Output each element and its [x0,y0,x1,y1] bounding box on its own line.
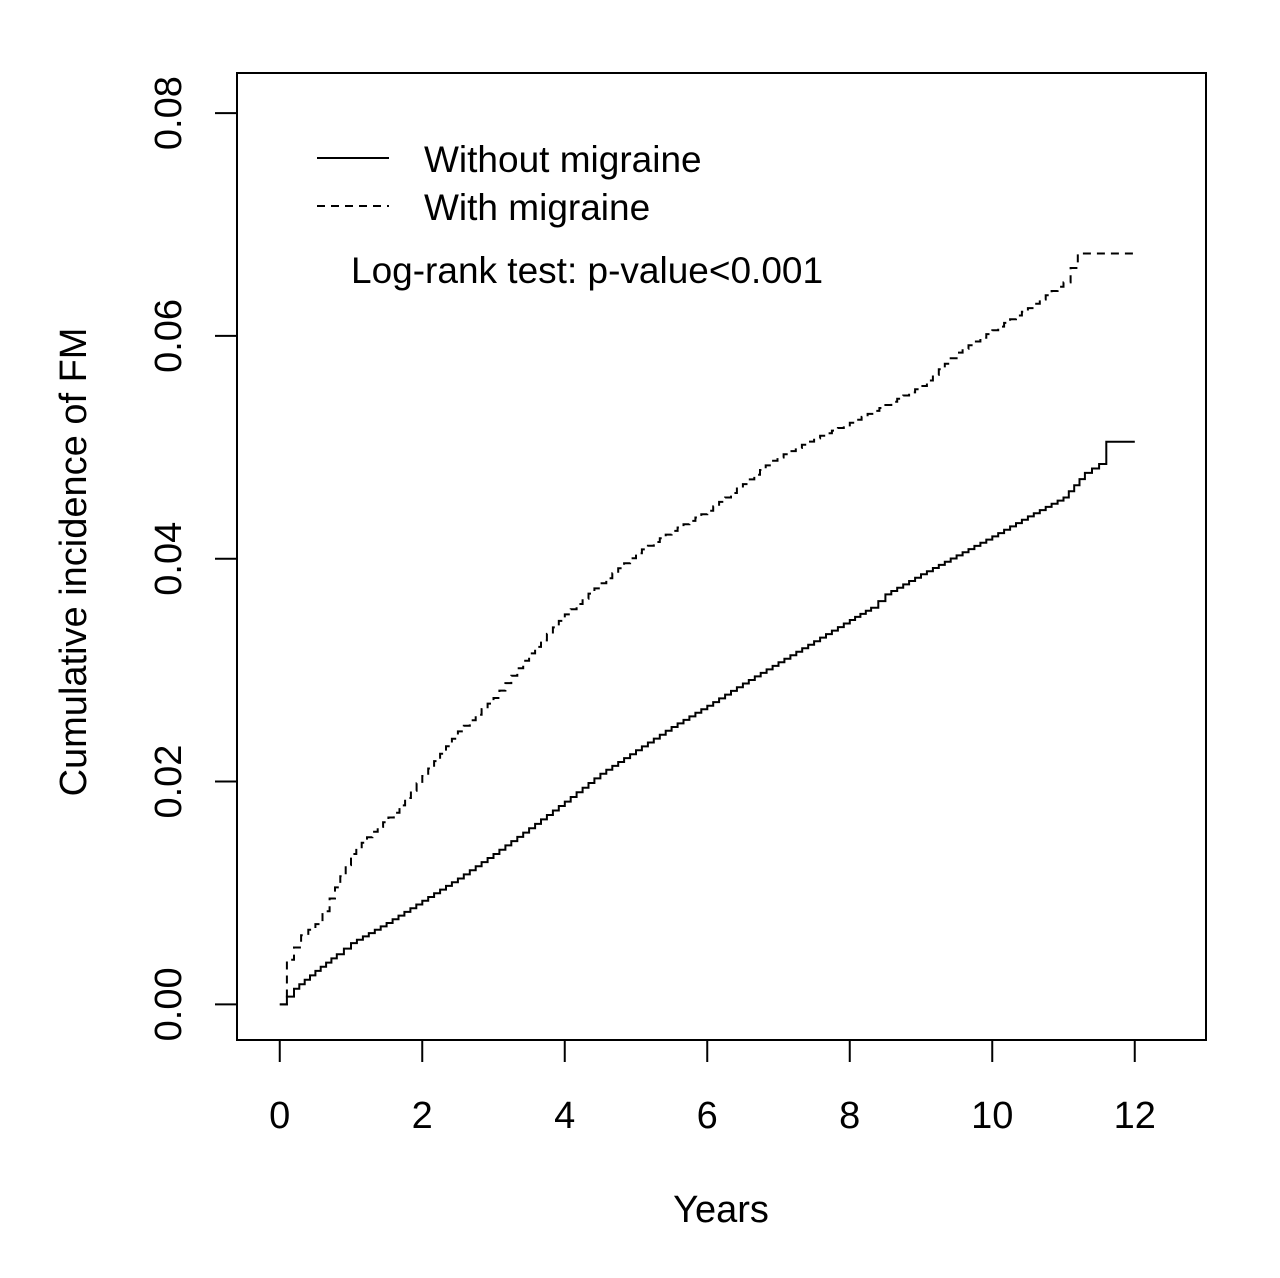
y-tick-label: 0.02 [148,745,190,819]
log-rank-annotation: Log-rank test: p-value<0.001 [351,250,823,291]
x-tick-label: 12 [1114,1095,1156,1137]
x-axis-title: Years [673,1189,769,1231]
series-line-without-migraine [279,440,1135,1006]
x-tick-label: 4 [554,1095,575,1137]
y-tick-label: 0.04 [148,522,190,596]
y-axis: 0.00 0.02 0.04 0.06 0.08 [148,76,238,1041]
x-axis: 0 2 4 6 8 10 12 [269,1039,1156,1137]
x-tick-label: 0 [269,1095,290,1137]
plot-frame [236,72,1207,1041]
series-line-with-migraine [279,252,1135,1006]
y-tick-label: 0.08 [148,76,190,150]
x-tick-label: 6 [697,1095,718,1137]
x-tick-label: 2 [412,1095,433,1137]
x-tick-label: 10 [971,1095,1013,1137]
y-axis-title: Cumulative incidence of FM [53,328,95,797]
y-tick-label: 0.00 [148,967,190,1041]
y-tick-label: 0.06 [148,299,190,373]
legend: Without migraine With migraine [317,139,702,228]
series-layer [279,252,1135,1006]
x-tick-label: 8 [839,1095,860,1137]
legend-label-without-migraine: Without migraine [424,139,702,180]
legend-label-with-migraine: With migraine [424,187,650,228]
